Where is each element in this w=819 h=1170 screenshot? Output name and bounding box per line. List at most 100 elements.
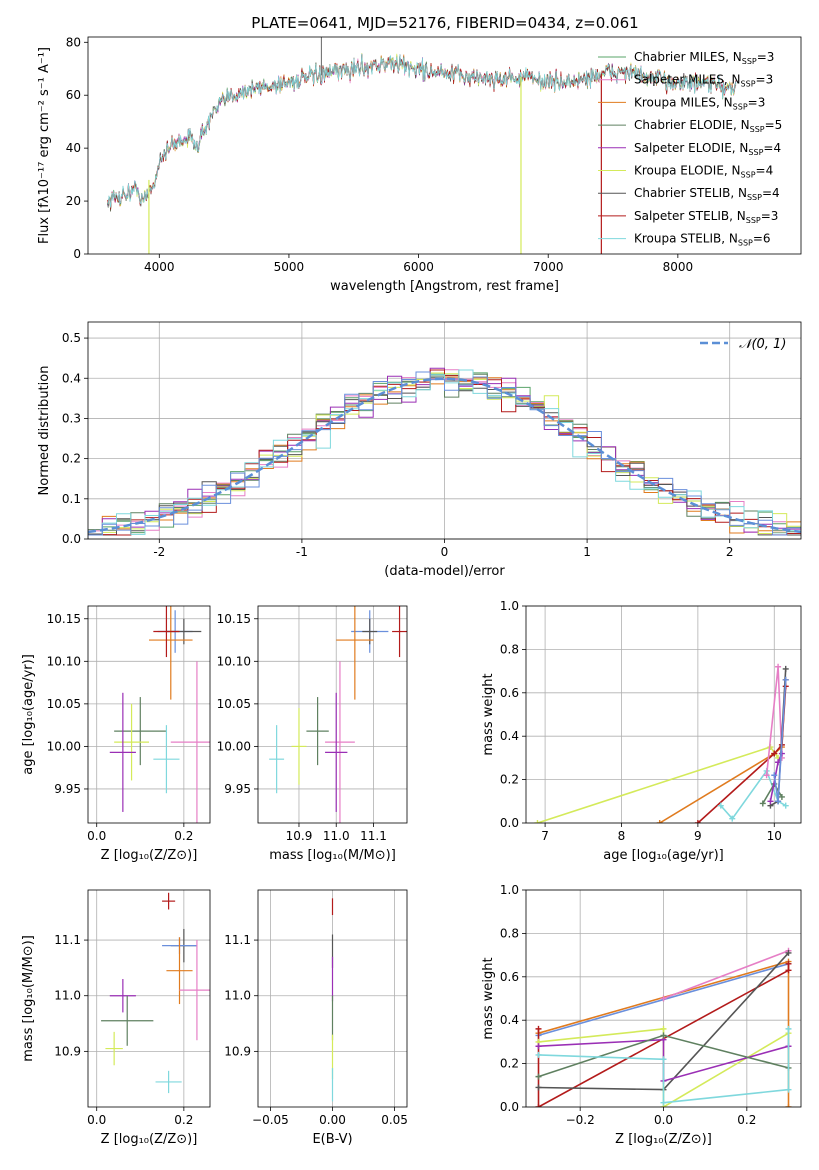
- legend-entry: Chabrier ELODIE, NSSP=5: [634, 118, 782, 134]
- axes-frame: [87, 36, 802, 255]
- panel-1: 4000 5000 6000 7000 8000 0 20 40 60 80 wavelength …: [37, 35, 802, 294]
- x-tick-label: 1: [583, 545, 591, 559]
- grid: [526, 605, 801, 824]
- y-tick-label: 0.8: [500, 926, 519, 940]
- weight-marker: [785, 1104, 792, 1107]
- panel-5: 7 8 9 10 0.0 0.2 0.4 0.6 0.8 1.0 age [log₁₀(age/yr…: [481, 599, 802, 863]
- weight-marker: [729, 815, 736, 822]
- x-tick-label: −0.2: [566, 1113, 595, 1127]
- y-tick-label: 0.8: [500, 642, 519, 656]
- weight-marker: [775, 663, 782, 670]
- x-axis-label: E(B-V): [312, 1132, 352, 1147]
- data-point: [325, 661, 355, 823]
- weight-line-kroupa_elodie: [537, 746, 779, 823]
- spectrum-line-kroupa_stelib: [107, 53, 737, 208]
- y-tick-label: 0: [73, 247, 81, 261]
- data-point: [153, 606, 180, 658]
- x-tick-label: 8000: [663, 260, 694, 274]
- weight-marker: [782, 665, 789, 672]
- y-tick-label: 0.4: [500, 1013, 519, 1027]
- legend-entry: Kroupa STELIB, NSSP=6: [634, 232, 771, 248]
- x-tick-label: 2: [726, 545, 734, 559]
- data-point: [306, 697, 329, 766]
- weight-line-salpeter_stelib: [697, 686, 787, 823]
- x-tick-label: 0.0: [87, 829, 106, 843]
- legend-entry: Chabrier STELIB, NSSP=4: [634, 186, 780, 202]
- y-tick-label: 10.05: [47, 697, 81, 711]
- legend-entry: Salpeter ELODIE, NSSP=4: [634, 141, 781, 157]
- y-tick-label: 10.10: [47, 654, 81, 668]
- panel-6: 0.0 0.2 10.9 11.0 11.1 Z [log₁₀(Z/Z⊙)] mass [l…: [21, 889, 211, 1147]
- axes-frame: [525, 889, 802, 1108]
- grid: [88, 606, 210, 823]
- y-tick-label: 0.4: [500, 729, 519, 743]
- panel-8: −0.2 0.0 0.2 0.0 0.2 0.4 0.6 0.8 1.0 Z [log₁₀(Z/Z…: [481, 883, 802, 1147]
- y-tick-label: 11.0: [224, 989, 251, 1003]
- data-point: [392, 606, 407, 658]
- weight-marker: [660, 1025, 667, 1032]
- weight-marker: [656, 820, 663, 823]
- y-tick-label: 11.0: [54, 989, 81, 1003]
- weight-marker: [535, 1025, 542, 1032]
- x-axis-label: wavelength [Angstrom, rest frame]: [330, 279, 559, 294]
- weight-marker: [535, 1073, 542, 1080]
- y-tick-label: 0.0: [62, 532, 81, 546]
- weight-marker: [775, 798, 782, 805]
- data-point: [162, 892, 176, 910]
- plot-area: [269, 606, 407, 823]
- plot-area: [109, 606, 210, 823]
- y-axis-label: age [log₁₀(age/yr)]: [21, 654, 36, 775]
- y-tick-label: 11.1: [224, 933, 251, 947]
- data-point: [325, 692, 348, 812]
- y-tick-label: 10.15: [47, 612, 81, 626]
- y-tick-label: 11.1: [54, 933, 81, 947]
- data-point: [153, 725, 180, 794]
- y-tick-label: 9.95: [54, 782, 81, 796]
- x-tick-label: 4000: [144, 260, 175, 274]
- figure-title: PLATE=0641, MJD=52176, FIBERID=0434, z=0…: [251, 14, 638, 32]
- y-tick-label: 0.3: [62, 411, 81, 425]
- weight-marker: [763, 772, 770, 779]
- legend-entry: Salpeter STELIB, NSSP=3: [634, 209, 778, 225]
- axes-frame: [525, 605, 802, 824]
- x-tick-label: 0.0: [87, 1113, 106, 1127]
- weight-marker: [694, 820, 701, 823]
- y-tick-label: 0.6: [500, 686, 519, 700]
- legend: Chabrier MILES, NSSP=3 Salpeter MILES, NS…: [598, 50, 782, 248]
- y-tick-label: 10.00: [47, 739, 81, 753]
- grid: [258, 606, 407, 823]
- ticks: 7 8 9 10 0.0 0.2 0.4 0.6 0.8 1.0: [500, 599, 782, 843]
- legend-entry: Kroupa ELODIE, NSSP=4: [634, 164, 773, 180]
- y-tick-label: 9.95: [224, 782, 251, 796]
- x-axis-label: age [log₁₀(age/yr)]: [603, 848, 724, 863]
- weight-marker: [778, 793, 785, 800]
- histogram-extra_blue: [88, 371, 801, 539]
- x-tick-label: −0.05: [252, 1113, 289, 1127]
- ticks: 4000 5000 6000 7000 8000 0 20 40 60 80: [66, 35, 693, 274]
- weight-marker: [771, 772, 778, 779]
- x-tick-label: 10.9: [286, 829, 313, 843]
- plot-area: [88, 367, 801, 539]
- x-tick-label: 0.0: [654, 1113, 673, 1127]
- x-tick-label: 9: [694, 829, 702, 843]
- weight-marker: [660, 1099, 667, 1106]
- y-tick-label: 0.0: [500, 816, 519, 830]
- y-tick-label: 10.9: [54, 1044, 81, 1058]
- x-axis-label: (data-model)/error: [384, 564, 505, 579]
- y-tick-label: 0.5: [62, 331, 81, 345]
- y-tick-label: 0.1: [62, 492, 81, 506]
- ticks: −0.2 0.0 0.2 0.0 0.2 0.4 0.6 0.8 1.0: [500, 883, 756, 1127]
- x-tick-label: 0: [441, 545, 449, 559]
- y-tick-label: 0.2: [500, 773, 519, 787]
- y-axis-label: mass weight: [481, 673, 496, 755]
- y-tick-label: 0.4: [62, 371, 81, 385]
- data-point: [114, 703, 149, 781]
- weight-marker: [535, 1051, 542, 1058]
- y-tick-label: 0.2: [500, 1057, 519, 1071]
- x-tick-label: -2: [153, 545, 165, 559]
- x-axis-label: Z [log₁₀(Z/Z⊙)]: [101, 848, 198, 863]
- legend: 𝒩(0, 1): [700, 337, 786, 352]
- y-tick-label: 40: [66, 141, 81, 155]
- data-point: [155, 1070, 182, 1094]
